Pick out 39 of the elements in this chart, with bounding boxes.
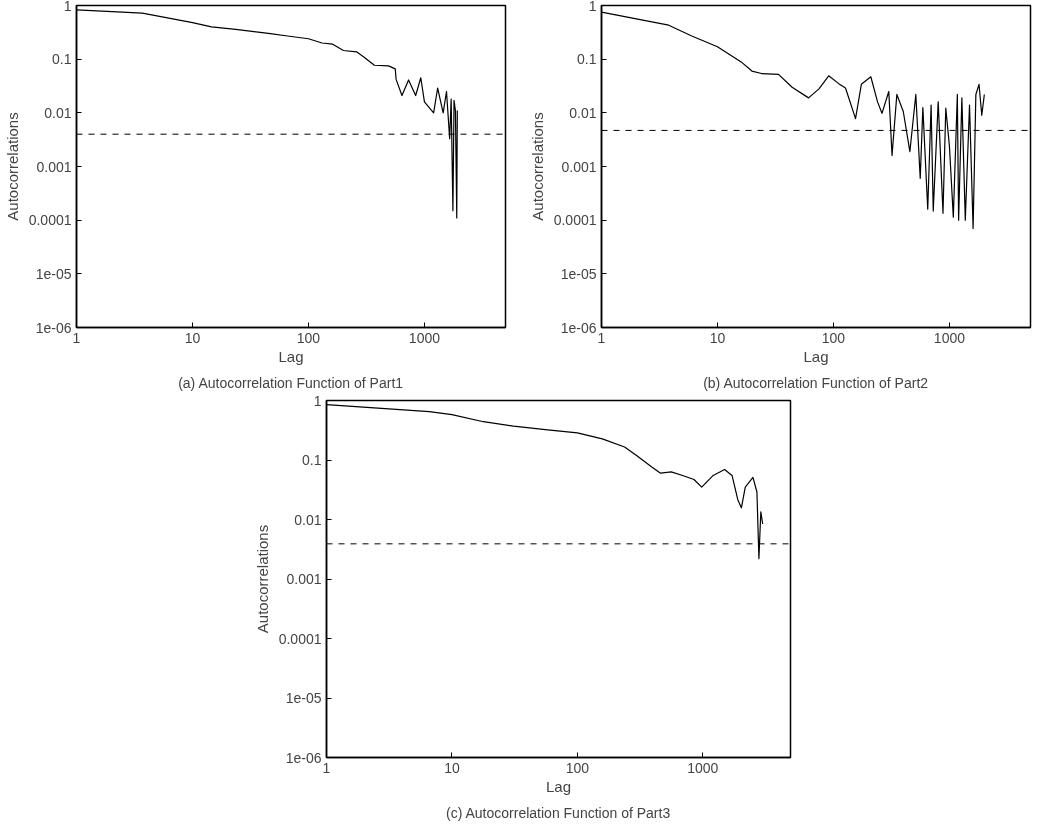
y-tick-label: 1e-06 [35,319,72,336]
x-tick-label: 1000 [933,329,966,346]
x-axis-title: Lag [545,777,572,795]
x-tick-label: 10 [709,329,726,346]
y-tick-label: 1e-05 [285,690,322,706]
y-tick-label: 1 [63,0,72,14]
y-tick-label: 0.001 [286,571,322,587]
y-tick-label: 0.0001 [28,212,72,229]
y-tick-label: 1e-05 [560,265,597,282]
text: (a) Autocorrelation Function of Part1 [178,374,404,391]
text: (c) Autocorrelation Function of Part3 [446,804,671,821]
y-tick-label: 1 [588,0,597,14]
x-tick-label: 1000 [408,329,441,346]
y-tick-label: 0.01 [44,104,72,121]
y-tick-label: 1e-05 [35,265,72,282]
x-tick-label: 1000 [687,759,719,776]
y-tick-label: 0.001 [36,158,72,175]
y-tick-label: 1 [313,392,322,409]
y-tick-label: 1e-06 [285,749,322,766]
y-tick-label: 0.01 [294,511,322,528]
y-tick-label: 0.1 [52,51,72,68]
y-tick-label: 0.0001 [553,212,597,229]
y-tick-label: 0.001 [561,158,597,175]
x-tick-label: 10 [184,329,201,346]
y-tick-label: 0.01 [569,104,597,121]
text: (b) Autocorrelation Function of Part2 [703,374,929,391]
y-axis-title: Autocorrelations [253,524,271,634]
x-tick-label: 100 [565,759,590,776]
x-tick-label: 100 [821,329,846,346]
y-tick-label: 0.0001 [278,630,322,647]
y-tick-label: 0.1 [577,51,597,68]
y-tick-label: 0.1 [302,452,322,468]
x-axis-title: Lag [278,347,304,365]
y-axis-title: Autocorrelations [3,112,21,221]
x-tick-label: 10 [444,759,460,776]
x-axis-title: Lag [803,347,829,365]
y-axis-title: Autocorrelations [528,112,546,221]
x-tick-label: 100 [296,329,321,346]
y-tick-label: 1e-06 [560,319,597,336]
